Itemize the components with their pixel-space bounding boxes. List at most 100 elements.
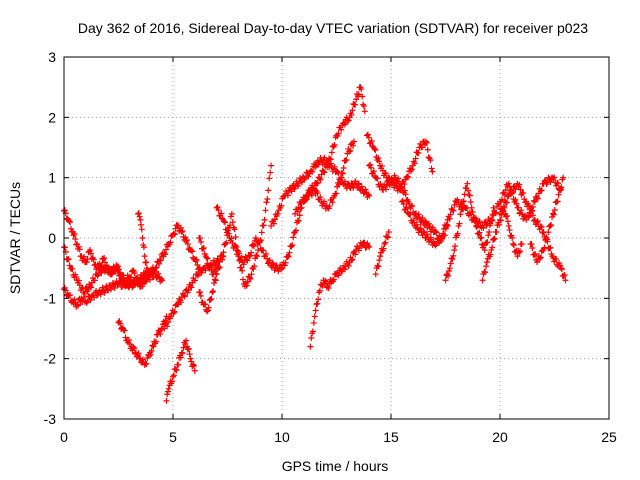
data-point (170, 315, 172, 318)
series-markers (268, 154, 373, 229)
series-track-i (196, 162, 275, 290)
data-point (348, 261, 351, 263)
data-point (143, 255, 146, 257)
data-point (154, 273, 157, 276)
data-point (98, 291, 100, 294)
data-point (446, 219, 449, 221)
series-track-t (453, 174, 565, 231)
data-point (228, 237, 231, 239)
data-point (211, 273, 214, 276)
series-track-g (161, 253, 227, 332)
data-point (473, 219, 475, 221)
series-markers (307, 239, 373, 350)
data-point (124, 285, 126, 288)
data-point (82, 291, 85, 294)
data-point (172, 375, 174, 378)
data-point (318, 291, 320, 294)
data-point (215, 207, 218, 209)
data-point (268, 261, 270, 263)
data-point (335, 273, 338, 276)
data-point (294, 231, 296, 233)
data-point (274, 267, 277, 269)
series-track-e (135, 210, 150, 272)
x-tick-label: 5 (169, 429, 177, 445)
data-point (309, 345, 312, 348)
data-point (300, 201, 303, 203)
data-point (128, 276, 131, 279)
data-point (486, 261, 488, 263)
data-point (313, 188, 316, 191)
data-point (204, 255, 207, 257)
data-point (481, 279, 484, 282)
series-track-d (115, 313, 170, 368)
data-point (385, 176, 388, 179)
data-point (433, 231, 436, 233)
data-point (85, 300, 87, 303)
data-point (80, 297, 83, 300)
data-point (494, 231, 497, 233)
data-point (189, 249, 192, 251)
data-point (340, 176, 342, 179)
data-point (281, 267, 283, 269)
data-point (95, 273, 98, 276)
data-point (137, 279, 139, 282)
data-point (283, 194, 285, 197)
data-point (333, 194, 336, 197)
series-markers (213, 203, 305, 275)
data-point (122, 327, 124, 330)
data-point (412, 164, 414, 167)
data-point (143, 363, 146, 366)
data-point (379, 255, 381, 257)
data-point (176, 363, 179, 366)
data-point (425, 140, 427, 143)
data-point (289, 188, 292, 191)
data-point (316, 182, 318, 185)
data-point (126, 339, 129, 342)
series-markers (61, 207, 203, 290)
data-point (224, 243, 227, 245)
data-point (307, 194, 309, 197)
series-track-k (268, 154, 373, 229)
data-point (102, 258, 105, 260)
data-point (516, 207, 519, 209)
data-point (361, 243, 364, 245)
data-point (141, 237, 144, 239)
data-point (71, 231, 74, 233)
data-point (152, 345, 155, 348)
data-point (427, 225, 429, 227)
data-point (115, 267, 118, 269)
series-track-v (497, 180, 569, 284)
data-point (394, 176, 397, 179)
x-tick-label: 15 (383, 429, 399, 445)
y-tick-label: -3 (44, 411, 57, 427)
data-points (61, 84, 569, 404)
data-point (361, 188, 364, 191)
data-point (231, 213, 233, 215)
data-point (368, 246, 371, 248)
data-point (507, 194, 510, 197)
data-point (407, 201, 410, 203)
data-point (196, 273, 198, 276)
data-point (111, 285, 113, 288)
data-point (130, 282, 133, 285)
data-point (76, 303, 78, 306)
data-point (132, 270, 135, 272)
series-track-n (307, 239, 373, 350)
data-point (143, 273, 146, 276)
data-point (85, 261, 87, 263)
data-point (355, 98, 357, 101)
data-point (76, 243, 78, 245)
data-point (93, 264, 96, 266)
data-point (261, 249, 264, 251)
data-point (198, 291, 200, 294)
data-point (512, 243, 514, 245)
data-point (241, 261, 244, 263)
y-tick-label: 1 (48, 170, 56, 186)
x-tick-label: 25 (601, 429, 617, 445)
data-point (420, 219, 423, 221)
data-point (521, 243, 523, 245)
data-point (130, 345, 133, 348)
data-point (139, 219, 142, 221)
data-point (449, 267, 451, 269)
